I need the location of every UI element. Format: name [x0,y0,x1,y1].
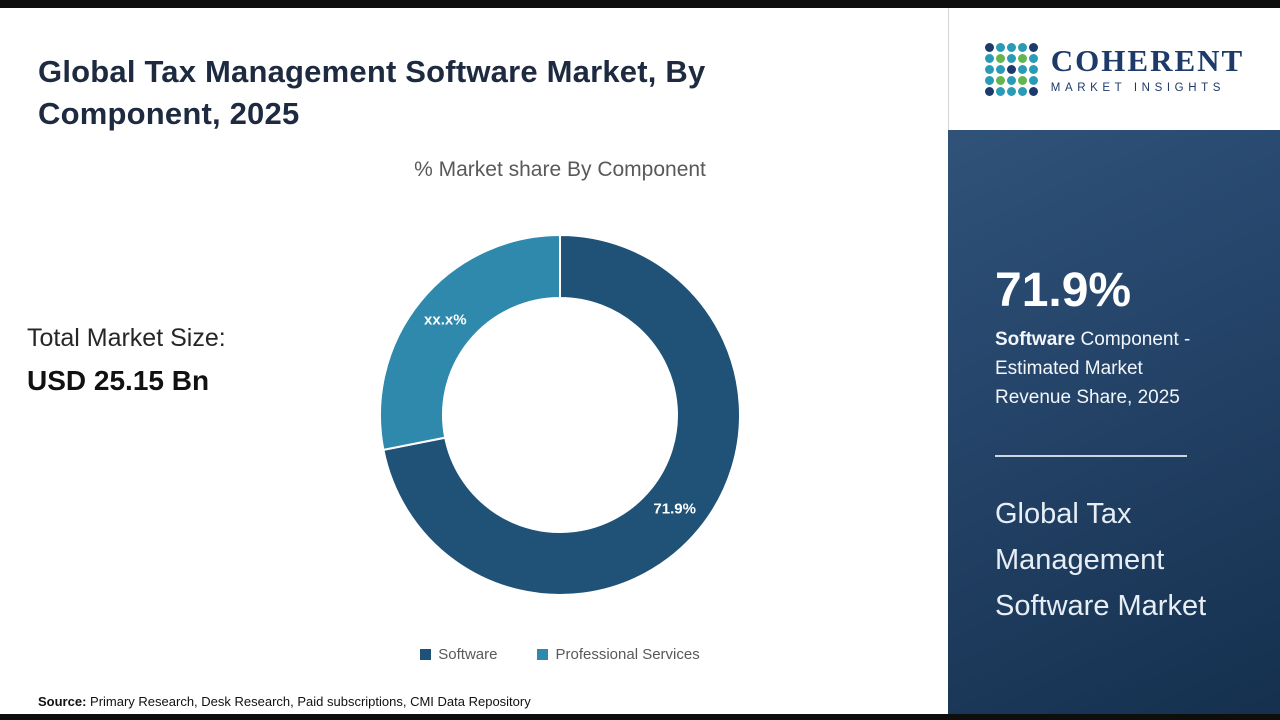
coherent-logo-mark-icon [984,42,1038,96]
logo-dot [1028,75,1038,85]
logo-dot [984,42,994,52]
stat-description: Software Component - Estimated Market Re… [995,326,1213,413]
logo-dot [995,53,1005,63]
slice-label-software: 71.9% [653,500,696,517]
logo-dot [1028,42,1038,52]
page-title: Global Tax Management Software Market, B… [38,53,706,131]
logo-dot [1006,42,1016,52]
logo-tagline: MARKET INSIGHTS [1050,81,1225,94]
total-market-value: USD 25.15 Bn [27,365,210,396]
stat-description-bold: Software [995,329,1076,350]
logo-dot [1028,64,1038,74]
logo-dot [1017,53,1027,63]
stat-value: 71.9% [995,264,1132,317]
donut-chart: 71.9% xx.x% [377,232,743,598]
legend-item-professional-services: Professional Services [537,646,700,663]
logo-dot [1017,86,1027,96]
logo-dot [995,42,1005,52]
legend-swatch-software [420,649,432,660]
chart-legend: Software Professional Services [190,646,930,663]
total-market-label: Total Market Size: [27,324,226,352]
logo-dot [1006,64,1016,74]
logo-dot [995,64,1005,74]
logo-dot [984,75,994,85]
donut-chart-svg: 71.9% xx.x% [379,233,741,596]
logo-dot [1028,53,1038,63]
divider-line [995,455,1187,457]
main-content: Global Tax Management Software Market, B… [27,53,930,709]
donut-segment-software [382,233,741,596]
sidebar-panel: COHERENT MARKET INSIGHTS 71.9% Software … [948,0,1280,720]
sidebar-market-title: Global Tax Management Software Market [995,498,1207,622]
coherent-logo: COHERENT MARKET INSIGHTS [948,8,1280,130]
legend-swatch-professional-services [537,649,549,660]
logo-name: COHERENT [1050,42,1245,78]
logo-dot [1006,75,1016,85]
logo-dot [1006,53,1016,63]
logo-dot [1006,86,1016,96]
source-label: Source: [38,694,87,709]
total-market-block: Total Market Size: USD 25.15 Bn [27,324,226,397]
legend-item-software: Software [420,646,497,663]
chart-title: % Market share By Component [414,158,706,181]
bottom-bar [0,714,1280,720]
logo-dot [1017,64,1027,74]
top-bar [0,0,1280,8]
slice-label-professional-services: xx.x% [424,312,467,329]
source-note: Source: Primary Research, Desk Research,… [38,694,531,709]
coherent-logo-text: COHERENT MARKET INSIGHTS [1051,45,1244,94]
legend-label-software: Software [438,646,498,663]
logo-dot [984,64,994,74]
donut-segment-professional-services [379,233,561,452]
logo-dot [995,86,1005,96]
logo-dot [1028,86,1038,96]
logo-dot [984,86,994,96]
stat-description-rest: Component - Estimated Market Revenue Sha… [995,329,1191,408]
logo-dot [995,75,1005,85]
logo-dot [1017,42,1027,52]
legend-label-professional-services: Professional Services [555,646,700,663]
source-text: Primary Research, Desk Research, Paid su… [86,694,531,709]
logo-dot [984,53,994,63]
logo-dot [1017,75,1027,85]
